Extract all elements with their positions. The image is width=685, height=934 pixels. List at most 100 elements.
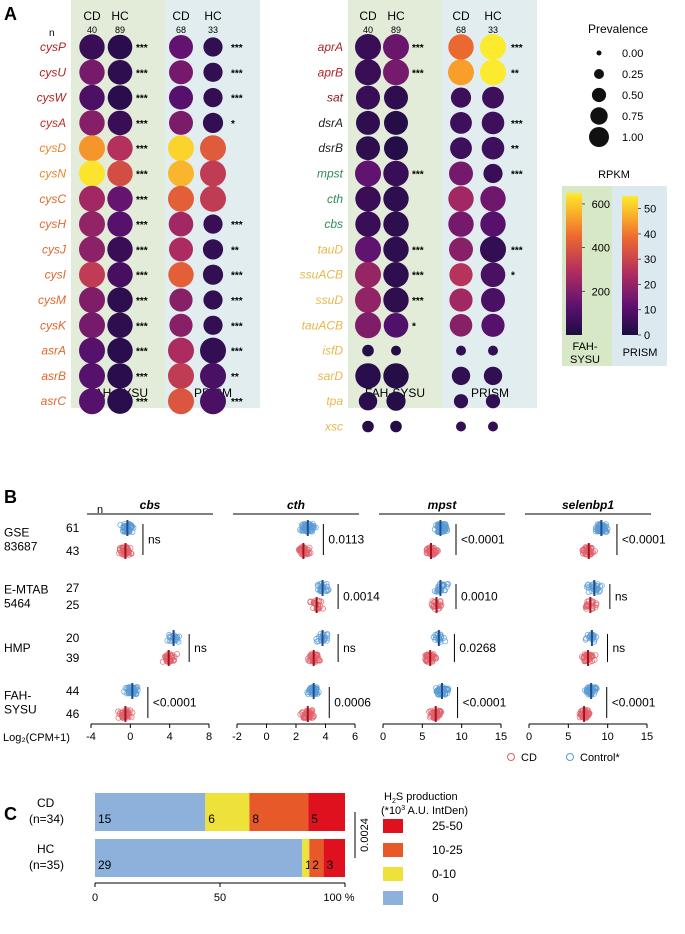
sig-prism-dsrB: **	[511, 144, 519, 155]
bubble-tauACB-3	[481, 313, 505, 337]
sig-fah-cysD: ***	[136, 144, 148, 155]
gene-label-cbs: cbs	[324, 217, 343, 231]
panel-a-label: A	[4, 4, 17, 24]
col-n-left-1: 89	[115, 25, 125, 35]
bubble-cysH-2	[168, 211, 194, 237]
bubble-tpa-2	[453, 394, 469, 409]
prism-tick-label-4: 40	[644, 229, 656, 241]
bar-group-label-1: HC	[37, 842, 55, 856]
bubble-cysW-0	[79, 84, 105, 111]
bubble-cysD-1	[107, 135, 133, 161]
sig-prism-cysP: ***	[231, 43, 243, 54]
point-cth-2-cd-31	[315, 654, 322, 661]
bar-group-n-1: (n=35)	[29, 858, 64, 872]
h2s-legend-label-3: 0	[432, 891, 439, 905]
point-mpst-1-ctrl-13	[444, 581, 451, 588]
h2s-legend-swatch-3	[383, 891, 403, 905]
gene-label-asrB: asrB	[41, 369, 66, 383]
fah-tick-label-0: 200	[592, 286, 610, 298]
gene-label-asrA: asrA	[41, 344, 66, 358]
prevalence-legend: Prevalence 0.00 0.25 0.50 0.75 1.00	[588, 22, 648, 147]
x-tick-label-mpst-1: 5	[419, 731, 425, 743]
point-selenbp1-1-ctrl-23	[594, 586, 601, 593]
point-mpst-2-cd-36	[423, 657, 430, 664]
bubble-ssuD-1	[383, 287, 409, 313]
bubble-cysJ-3	[202, 239, 224, 260]
col-header-right-3: HC	[484, 9, 502, 23]
cohort-label-1-0: E-MTAB	[4, 583, 48, 597]
point-selenbp1-3-ctrl-43	[586, 687, 593, 694]
sig-prism-cysI: ***	[231, 271, 243, 282]
bubble-sarD-2	[451, 366, 471, 386]
n-label-b: n	[97, 504, 103, 516]
gene-label-sarD: sarD	[318, 369, 344, 383]
bubble-cysI-1	[107, 262, 133, 288]
sig-fah-cysK: ***	[136, 321, 148, 332]
bubble-aprB-2	[448, 59, 474, 86]
pval-mpst-3: <0.0001	[463, 696, 507, 710]
bubble-cbs-3	[480, 211, 506, 237]
bar-seg-label-HC-2: 2	[312, 858, 319, 872]
panel-c: C CD (n=34) 15 6 8 5 HC (n=35) 29 1 2 3 0.0024 0 50 10…	[4, 791, 468, 905]
sig-fah-cysN: ***	[136, 170, 148, 181]
point-cbs-2-cd-32	[166, 658, 173, 665]
bubble-cysK-0	[79, 312, 105, 339]
bubble-asrB-0	[79, 362, 105, 389]
bubble-cysP-2	[169, 35, 193, 59]
sig-fah-cysJ: ***	[136, 245, 148, 256]
sig-fah-cysU: ***	[136, 68, 148, 79]
x-tick-label-mpst-0: 0	[380, 731, 386, 743]
bubble-cth-2	[448, 186, 474, 212]
bubble-tauD-0	[355, 236, 381, 263]
cohort-label-0-1: 83687	[4, 540, 38, 554]
bubble-tpa-3	[485, 394, 501, 409]
col-header-right-1: HC	[387, 9, 405, 23]
bubble-mpst-0	[355, 160, 381, 187]
bar-seg-CD-0	[95, 793, 206, 831]
cohort-label-2-0: HMP	[4, 641, 31, 655]
gene-strip-panels: cbs -4 0 4 8 ns ns <0.0001 cth -2 0 2 4 6 0.0113 0.0014…	[86, 498, 666, 743]
panel-c-label: C	[4, 804, 17, 824]
col-header-left-1: HC	[111, 9, 129, 23]
bubble-cysC-1	[107, 186, 133, 212]
gene-label-ssuACB: ssuACB	[300, 268, 343, 282]
bubble-dsrB-0	[356, 136, 380, 161]
bubble-cbs-1	[383, 211, 409, 237]
pval-cth-0: 0.0113	[328, 533, 364, 547]
bubble-asrC-3	[200, 388, 226, 415]
gene-label-cysJ: cysJ	[42, 242, 67, 256]
bubble-aprA-0	[355, 34, 381, 60]
bubble-asrC-2	[168, 388, 194, 415]
h2s-legend-subtitle: (*103 A.U. IntDen)	[381, 805, 468, 817]
cohort-label-0-0: GSE	[4, 526, 29, 540]
bubble-cysP-3	[203, 37, 223, 57]
sig-fah-asrC: ***	[136, 397, 148, 408]
n-cd-0: 43	[66, 544, 80, 558]
strip-title-mpst: mpst	[428, 498, 458, 512]
stacked-bars: CD (n=34) 15 6 8 5 HC (n=35) 29 1 2 3 0.0024	[29, 793, 371, 877]
prevalence-legend-title: Prevalence	[588, 22, 648, 36]
strip-title-cbs: cbs	[140, 498, 161, 512]
bubble-aprB-1	[383, 59, 409, 86]
point-selenbp1-0-cd-40	[591, 548, 598, 555]
point-mpst-1-ctrl-26	[441, 587, 448, 594]
col-header-left-3: HC	[204, 9, 222, 23]
sig-prism-tauD: ***	[511, 245, 523, 256]
sig-fah-cysH: ***	[136, 220, 148, 231]
point-selenbp1-1-ctrl-2	[585, 589, 592, 596]
x-tick-label-cbs-3: 8	[206, 731, 212, 743]
prevalence-legend-label-2: 0.50	[622, 90, 643, 102]
gene-label-cysK: cysK	[40, 318, 67, 332]
x-tick-label-cbs-0: -4	[86, 731, 96, 743]
gene-label-cysN: cysN	[39, 167, 66, 181]
bar-seg-label-CD-0: 15	[98, 812, 112, 826]
prism-tick-label-0: 0	[644, 330, 650, 342]
gene-label-tauD: tauD	[318, 242, 344, 256]
gene-rows: cysP *** ***cysU *** ***cysW *** ***cysA *** *cy…	[37, 34, 523, 434]
bubble-cysH-1	[107, 211, 133, 237]
bubble-asrC-1	[107, 388, 133, 414]
prevalence-legend-dot-0	[596, 50, 602, 56]
prevalence-legend-label-4: 1.00	[622, 132, 643, 144]
bubble-isfD-1	[391, 345, 401, 356]
bar-seg-HC-10-25	[309, 839, 324, 877]
